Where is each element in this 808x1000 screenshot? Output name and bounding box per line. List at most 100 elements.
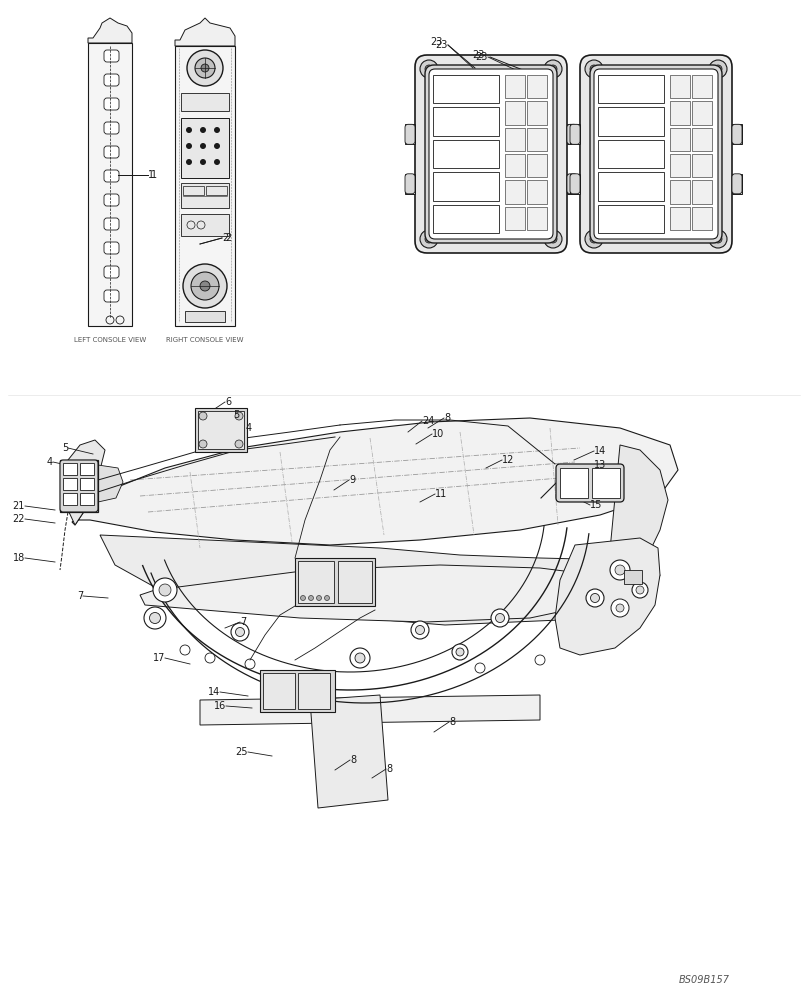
Text: 8: 8 — [350, 755, 356, 765]
Bar — [505, 101, 525, 125]
FancyBboxPatch shape — [570, 174, 580, 194]
Text: 1: 1 — [151, 170, 157, 180]
Bar — [433, 172, 499, 201]
Circle shape — [180, 645, 190, 655]
Polygon shape — [72, 418, 678, 545]
FancyBboxPatch shape — [104, 98, 119, 110]
Bar — [181, 118, 229, 178]
Bar — [63, 493, 77, 505]
Circle shape — [235, 628, 245, 637]
FancyBboxPatch shape — [60, 460, 98, 512]
Text: 1: 1 — [148, 170, 154, 180]
Polygon shape — [200, 695, 540, 725]
Bar — [80, 478, 94, 490]
Polygon shape — [175, 18, 235, 46]
Bar — [181, 93, 229, 111]
Bar — [206, 186, 227, 195]
Bar — [570, 124, 580, 144]
Circle shape — [301, 595, 305, 600]
Text: 23: 23 — [473, 50, 485, 60]
FancyBboxPatch shape — [405, 174, 415, 194]
FancyBboxPatch shape — [104, 218, 119, 230]
Circle shape — [611, 599, 629, 617]
Text: 14: 14 — [594, 446, 606, 456]
Bar — [63, 478, 77, 490]
Bar — [80, 463, 94, 475]
Text: 4: 4 — [47, 457, 53, 467]
Circle shape — [199, 440, 207, 448]
FancyBboxPatch shape — [104, 266, 119, 278]
Circle shape — [309, 595, 314, 600]
Bar — [527, 128, 547, 151]
Circle shape — [456, 648, 464, 656]
FancyBboxPatch shape — [732, 174, 742, 194]
Circle shape — [636, 586, 644, 594]
Bar — [692, 207, 712, 230]
Circle shape — [425, 235, 433, 243]
Bar — [670, 101, 690, 125]
Bar — [405, 174, 415, 194]
Bar — [433, 205, 499, 233]
Circle shape — [199, 412, 207, 420]
Bar — [198, 411, 244, 449]
Circle shape — [149, 612, 161, 624]
Bar — [692, 75, 712, 98]
Text: 23: 23 — [436, 40, 448, 50]
Circle shape — [355, 653, 365, 663]
Circle shape — [544, 60, 562, 78]
Circle shape — [411, 621, 429, 639]
Circle shape — [144, 607, 166, 629]
Circle shape — [714, 65, 722, 73]
Bar — [260, 670, 335, 712]
Circle shape — [201, 64, 209, 72]
Polygon shape — [65, 440, 105, 525]
Bar — [183, 186, 204, 195]
Circle shape — [586, 589, 604, 607]
Text: 7: 7 — [240, 617, 246, 627]
Text: 16: 16 — [214, 701, 226, 711]
Text: LEFT CONSOLE VIEW: LEFT CONSOLE VIEW — [74, 337, 146, 343]
Text: BS09B157: BS09B157 — [679, 975, 730, 985]
Bar — [527, 180, 547, 204]
Bar — [732, 174, 742, 194]
Circle shape — [452, 644, 468, 660]
Circle shape — [615, 565, 625, 575]
Bar — [263, 673, 295, 709]
Bar — [624, 570, 642, 584]
Polygon shape — [88, 18, 132, 43]
Bar — [433, 140, 499, 168]
Circle shape — [590, 65, 598, 73]
Circle shape — [214, 127, 220, 133]
Bar — [195, 408, 247, 452]
Text: RIGHT CONSOLE VIEW: RIGHT CONSOLE VIEW — [166, 337, 244, 343]
Text: 23: 23 — [431, 37, 443, 47]
FancyBboxPatch shape — [104, 194, 119, 206]
Polygon shape — [555, 538, 660, 655]
Text: 23: 23 — [476, 52, 488, 62]
Circle shape — [186, 143, 192, 149]
Polygon shape — [140, 565, 620, 622]
FancyBboxPatch shape — [104, 50, 119, 62]
Text: 4: 4 — [246, 423, 252, 433]
Circle shape — [231, 623, 249, 641]
FancyBboxPatch shape — [570, 124, 580, 144]
Circle shape — [183, 264, 227, 308]
Circle shape — [475, 663, 485, 673]
Circle shape — [186, 127, 192, 133]
Bar — [570, 174, 580, 194]
Bar — [505, 128, 525, 151]
Circle shape — [214, 159, 220, 165]
Text: 22: 22 — [12, 514, 25, 524]
Circle shape — [495, 613, 504, 622]
Bar — [527, 154, 547, 177]
Text: 21: 21 — [13, 501, 25, 511]
Circle shape — [610, 560, 630, 580]
Bar — [527, 75, 547, 98]
Polygon shape — [100, 535, 660, 625]
FancyBboxPatch shape — [104, 122, 119, 134]
Bar — [560, 468, 588, 498]
Text: 8: 8 — [386, 764, 392, 774]
Circle shape — [544, 230, 562, 248]
Text: 2: 2 — [222, 233, 228, 243]
FancyBboxPatch shape — [104, 242, 119, 254]
